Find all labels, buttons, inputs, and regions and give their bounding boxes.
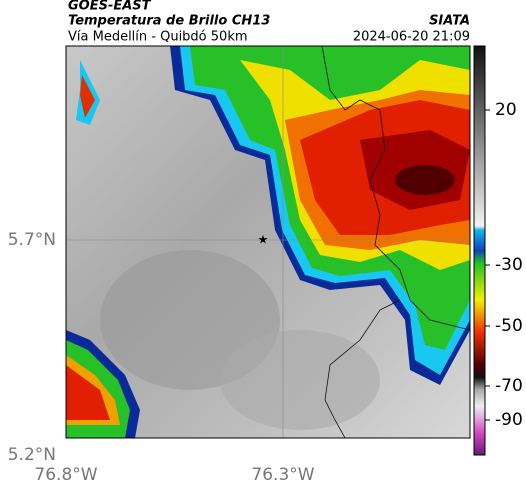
colorbar-tick-label: -50: [495, 316, 523, 336]
svg-text:★: ★: [258, 233, 269, 247]
colorbar-tick-label: 20: [495, 100, 517, 120]
lon-label: 76.3°W: [251, 465, 314, 485]
colorbar-tick-label: -30: [495, 255, 523, 275]
satellite-image: ★: [66, 46, 470, 438]
lon-label: 76.8°W: [34, 465, 97, 485]
source: SIATA: [429, 14, 470, 29]
lat-label: 5.2°N: [8, 445, 56, 465]
colorbar: [473, 45, 486, 456]
colorbar-ticks: 20 -30 -50 -70 -90: [485, 100, 523, 430]
colorbar-tick-label: -70: [495, 376, 523, 396]
colorbar-tick-label: -90: [495, 410, 523, 430]
datetime: 2024-06-20 21:09: [353, 30, 470, 45]
satellite: GOES-EAST: [68, 0, 152, 14]
region: Vía Medellín - Quibdó 50km: [68, 30, 248, 45]
lat-label: 5.7°N: [8, 230, 56, 250]
product: Temperatura de Brillo CH13: [68, 14, 270, 29]
